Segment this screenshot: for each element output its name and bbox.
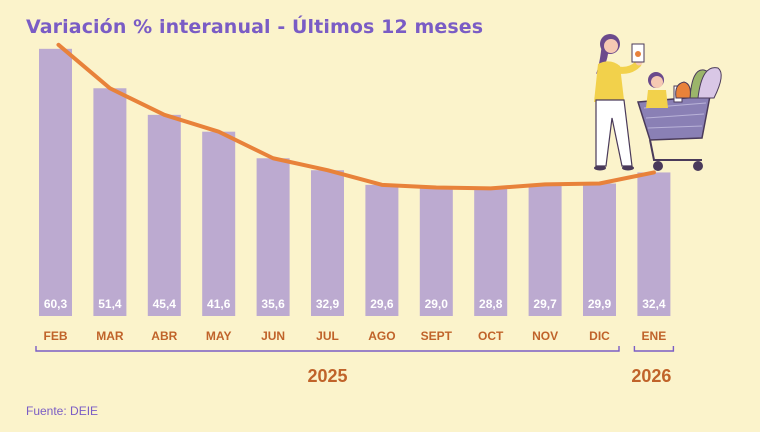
bar-value-label: 45,4 — [153, 297, 177, 311]
x-tick-label: NOV — [532, 329, 558, 343]
year-bracket — [633, 346, 675, 352]
shopping-cart-illustration — [594, 34, 722, 171]
x-tick-label: DIC — [589, 329, 610, 343]
bar — [474, 188, 508, 316]
x-tick-label: JUL — [316, 329, 339, 343]
year-label: 2026 — [631, 366, 671, 386]
bar-value-label: 41,6 — [207, 297, 231, 311]
x-tick-label: MAR — [96, 329, 124, 343]
x-tick-label: MAY — [206, 329, 232, 343]
bar — [637, 172, 671, 316]
bar — [419, 187, 453, 316]
bar — [147, 114, 181, 316]
x-tick-label: FEB — [44, 329, 68, 343]
bar-value-label: 35,6 — [261, 297, 285, 311]
bar-value-label: 32,9 — [316, 297, 340, 311]
year-label: 2025 — [307, 366, 347, 386]
bar-value-label: 29,0 — [425, 297, 449, 311]
bar-value-label: 29,7 — [533, 297, 557, 311]
x-tick-label: JUN — [261, 329, 285, 343]
bar-value-label: 28,8 — [479, 297, 503, 311]
bar — [528, 184, 562, 316]
bar — [256, 158, 290, 316]
x-tick-label: ABR — [151, 329, 177, 343]
bar — [39, 48, 72, 316]
source-note: Fuente: DEIE — [26, 404, 99, 418]
chart-title: Variación % interanual - Últimos 12 mese… — [26, 16, 484, 38]
bar-value-label: 60,3 — [44, 297, 68, 311]
x-tick-label: OCT — [478, 329, 504, 343]
bar — [583, 183, 616, 316]
bar-value-label: 32,4 — [642, 297, 666, 311]
x-tick-label: AGO — [368, 329, 395, 343]
x-tick-label: SEPT — [421, 329, 453, 343]
bar — [93, 88, 127, 317]
bar — [202, 131, 236, 316]
year-bracket — [35, 346, 620, 352]
bar-value-label: 51,4 — [98, 297, 122, 311]
x-tick-label: ENE — [642, 329, 667, 343]
bar — [311, 170, 344, 316]
bar — [365, 184, 399, 316]
bar-value-label: 29,6 — [370, 297, 394, 311]
bar-value-label: 29,9 — [588, 297, 612, 311]
trend-line — [56, 42, 656, 191]
